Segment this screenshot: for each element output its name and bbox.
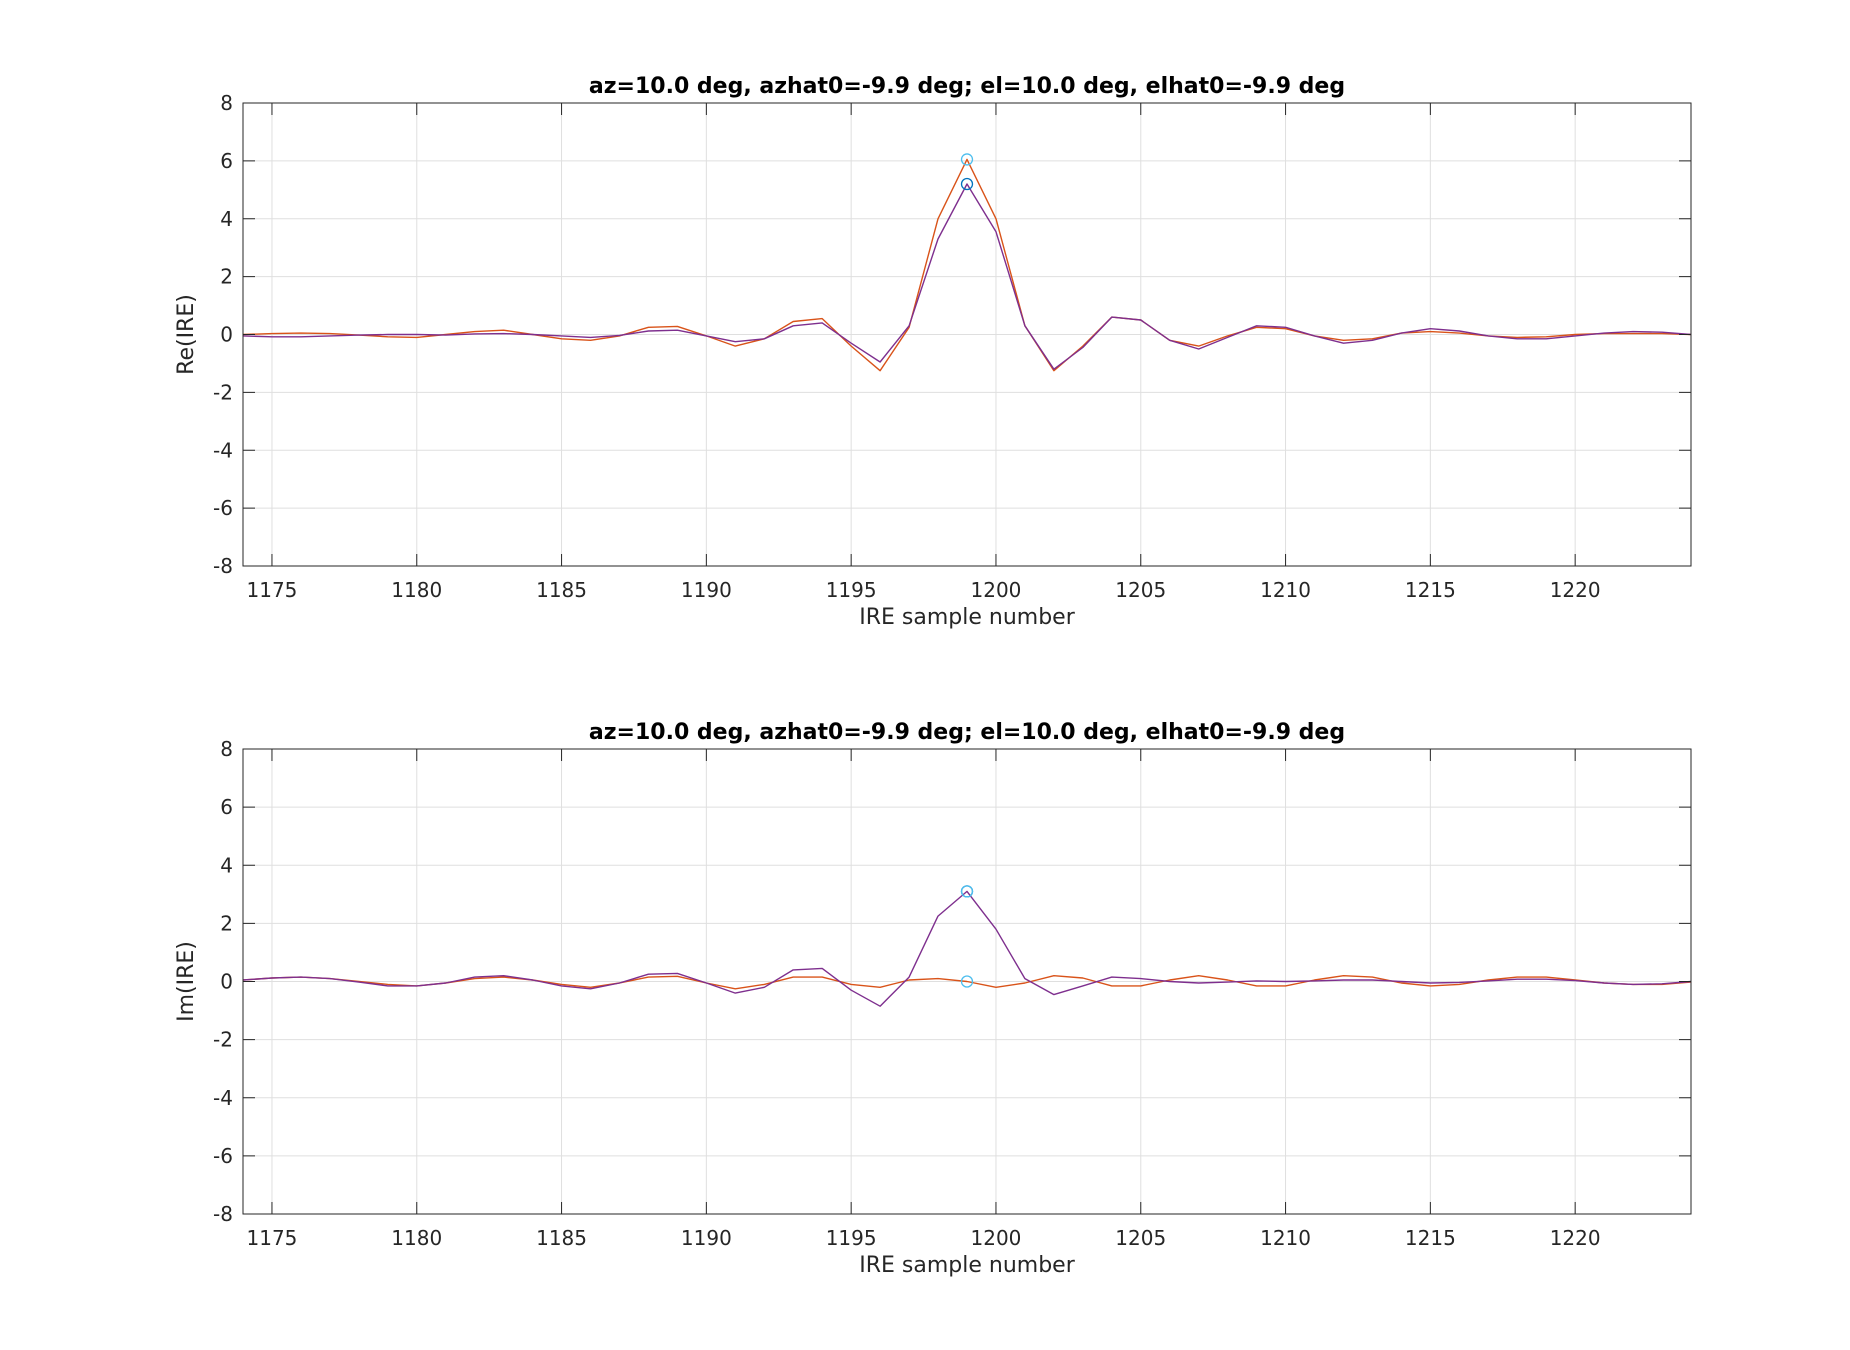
re-ire-y-tick-label: 8	[220, 91, 233, 115]
im-ire-y-tick-label: -6	[213, 1144, 233, 1168]
im-ire-series-line-1	[242, 975, 1692, 990]
re-ire-x-tick-label: 1215	[1405, 578, 1456, 602]
re-ire-y-tick-label: -8	[213, 554, 233, 578]
im-ire-axes: 1175 1180 1185 1190 1195 1200 1205 1210 1215 1220…	[174, 720, 1692, 1278]
re-ire-y-axis-label: Re(IRE)	[174, 294, 199, 375]
im-ire-y-tick-label: -8	[213, 1202, 233, 1226]
re-ire-chart-title: az=10.0 deg, azhat0=-9.9 deg; el=10.0 de…	[589, 74, 1345, 99]
re-ire-series-line-1	[242, 158, 1692, 372]
im-ire-y-axis-label: Im(IRE)	[174, 941, 199, 1022]
im-ire-y-tick-label: -2	[213, 1028, 233, 1052]
re-ire-ticks	[243, 102, 1691, 567]
im-ire-x-tick-label: 1180	[391, 1226, 442, 1250]
im-ire-peak-marker-3	[960, 975, 974, 988]
re-ire-y-tick-label: 6	[220, 149, 233, 173]
im-ire-y-tick-label: 2	[220, 911, 233, 935]
im-ire-x-tick-label: 1220	[1550, 1226, 1601, 1250]
im-ire-peak-marker-2	[960, 885, 974, 898]
im-ire-x-tick-label: 1210	[1260, 1226, 1311, 1250]
im-ire-y-tick-label: 4	[220, 853, 233, 877]
re-ire-peak-marker-1	[960, 153, 974, 166]
im-ire-chart-title: az=10.0 deg, azhat0=-9.9 deg; el=10.0 de…	[589, 720, 1345, 745]
im-ire-ticks	[243, 748, 1691, 1215]
im-ire-x-axis-label: IRE sample number	[859, 1253, 1075, 1278]
im-ire-y-tick-label: 6	[220, 795, 233, 819]
re-ire-x-tick-label: 1205	[1115, 578, 1166, 602]
im-ire-plot-area	[242, 885, 1692, 1007]
re-ire-grid	[243, 103, 1691, 566]
re-ire-x-tick-label: 1185	[536, 578, 587, 602]
re-ire-plot-area	[242, 153, 1692, 372]
re-ire-y-tick-label: -2	[213, 380, 233, 404]
im-ire-x-tick-label: 1215	[1405, 1226, 1456, 1250]
im-ire-x-tick-label: 1205	[1115, 1226, 1166, 1250]
im-ire-series-line-2	[242, 890, 1692, 1007]
re-ire-axes: 1175 1180 1185 1190 1195 1200 1205 1210 1215 1220…	[174, 74, 1692, 630]
re-ire-x-tick-label: 1200	[971, 578, 1022, 602]
re-ire-y-tick-label: 4	[220, 207, 233, 231]
im-ire-y-tick-label: 8	[220, 737, 233, 761]
re-ire-x-tick-label: 1210	[1260, 578, 1311, 602]
re-ire-y-tick-label: -4	[213, 438, 233, 462]
re-ire-y-tick-label: 0	[220, 323, 233, 347]
im-ire-x-tick-label: 1185	[536, 1226, 587, 1250]
re-ire-x-tick-label: 1220	[1550, 578, 1601, 602]
re-ire-series-line-2	[242, 183, 1692, 370]
im-ire-x-tick-label: 1175	[247, 1226, 298, 1250]
im-ire-x-tick-label: 1200	[971, 1226, 1022, 1250]
im-ire-x-tick-label: 1195	[826, 1226, 877, 1250]
im-ire-y-tick-label: -4	[213, 1086, 233, 1110]
re-ire-x-axis-label: IRE sample number	[859, 605, 1075, 630]
re-ire-x-tick-label: 1180	[391, 578, 442, 602]
re-ire-y-tick-label: 2	[220, 265, 233, 289]
re-ire-y-tick-label: -6	[213, 496, 233, 520]
re-ire-x-tick-label: 1195	[826, 578, 877, 602]
im-ire-y-tick-label: 0	[220, 970, 233, 994]
re-ire-x-tick-label: 1190	[681, 578, 732, 602]
re-ire-tick-labels: 1175 1180 1185 1190 1195 1200 1205 1210 1215 1220…	[213, 91, 1601, 602]
im-ire-x-tick-label: 1190	[681, 1226, 732, 1250]
re-ire-x-tick-label: 1175	[247, 578, 298, 602]
re-ire-peak-marker-2	[960, 177, 974, 191]
im-ire-tick-labels: 1175 1180 1185 1190 1195 1200 1205 1210 1215 1220…	[213, 737, 1601, 1250]
